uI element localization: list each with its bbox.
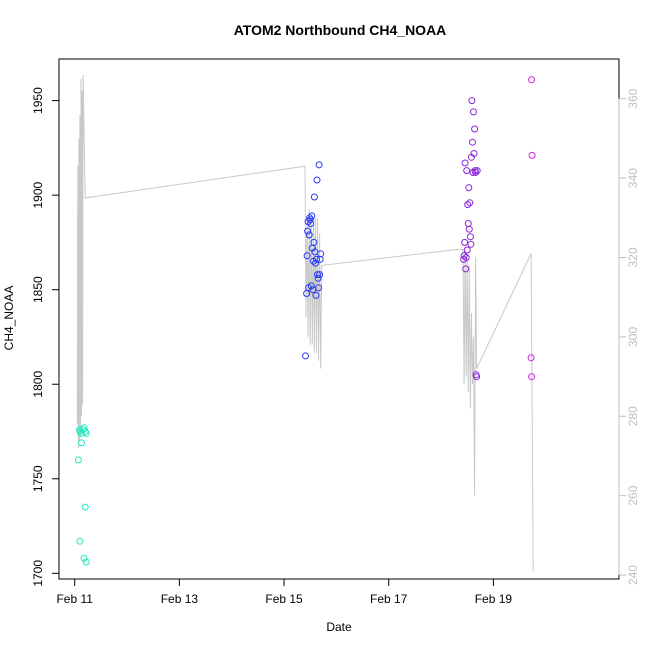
data-point [314, 274, 322, 282]
data-point [81, 503, 89, 511]
data-point [470, 108, 477, 116]
data-point [317, 250, 325, 258]
data-point [303, 252, 311, 260]
y2-tick-label: 340 [626, 168, 640, 188]
data-point [76, 537, 84, 545]
x-tick-label: Feb 15 [265, 592, 303, 606]
data-point [471, 125, 479, 133]
data-point [316, 271, 324, 279]
y-tick-label: 1750 [31, 465, 45, 492]
data-point [311, 259, 319, 267]
data-point [77, 429, 85, 437]
data-point [468, 97, 476, 105]
y-tick-label: 1900 [31, 181, 45, 208]
y-tick-label: 1850 [31, 276, 45, 303]
data-point [465, 184, 473, 192]
altitude-line-layer [76, 74, 534, 572]
y-axis-label: CH4_NOAA [2, 286, 16, 351]
data-point [80, 554, 88, 562]
data-point [460, 252, 468, 260]
y-tick-label: 1800 [31, 371, 45, 398]
data-point [82, 429, 90, 437]
data-point [470, 150, 478, 157]
data-point [314, 271, 321, 279]
y-axis-left: 1700 1750 1800 1850 1900 1950 [31, 87, 60, 587]
data-point [466, 199, 474, 207]
data-point [315, 284, 323, 292]
data-point [527, 354, 535, 362]
data-point [74, 456, 82, 464]
y2-tick-label: 320 [626, 247, 640, 267]
data-point [469, 169, 477, 176]
y-tick-label: 1700 [31, 560, 45, 587]
y2-tick-label: 240 [626, 565, 640, 585]
data-point [306, 216, 314, 224]
data-point [462, 254, 470, 261]
y-tick-label: 1950 [31, 87, 45, 114]
data-point [473, 167, 481, 175]
data-point [82, 558, 90, 566]
data-point [315, 161, 323, 169]
data-point [310, 193, 318, 201]
data-point [528, 151, 536, 159]
data-point [469, 138, 476, 146]
data-point [307, 282, 315, 290]
plot-frame [58, 58, 620, 580]
chart-title: ATOM2 Northbound CH4_NOAA [234, 22, 447, 38]
data-point [467, 240, 475, 248]
y2-tick-label: 280 [626, 406, 640, 426]
x-axis: Feb 11 Feb 13 Feb 15 Feb 17 Feb 19 [56, 578, 513, 606]
x-tick-label: Feb 17 [370, 592, 408, 606]
data-point [307, 220, 315, 227]
data-point [465, 225, 473, 233]
data-point [528, 373, 536, 381]
y-axis-right: 240 260 280 300 320 340 360 [618, 88, 640, 585]
data-points-layer [74, 76, 536, 566]
altitude-line [76, 74, 534, 572]
data-point [304, 227, 312, 235]
data-point [313, 176, 321, 184]
data-point [528, 76, 536, 84]
data-point [462, 265, 470, 273]
data-point [463, 167, 471, 175]
data-point [312, 291, 320, 299]
x-tick-label: Feb 11 [56, 592, 93, 606]
data-point [466, 233, 474, 241]
data-point [464, 201, 472, 209]
y2-tick-label: 360 [626, 88, 640, 108]
data-point [463, 246, 471, 254]
data-point [313, 255, 320, 263]
data-point [308, 212, 316, 220]
y2-tick-label: 260 [626, 485, 640, 505]
data-point [78, 439, 85, 447]
y2-tick-label: 300 [626, 327, 640, 347]
x-axis-label: Date [326, 620, 352, 634]
data-point [461, 159, 469, 167]
data-point [302, 352, 309, 360]
x-tick-label: Feb 13 [161, 592, 199, 606]
data-point [464, 220, 472, 227]
data-point [472, 169, 480, 176]
data-point [305, 231, 313, 239]
data-point [310, 238, 318, 246]
data-point [461, 238, 469, 246]
data-point [473, 373, 481, 381]
x-tick-label: Feb 19 [475, 592, 513, 606]
